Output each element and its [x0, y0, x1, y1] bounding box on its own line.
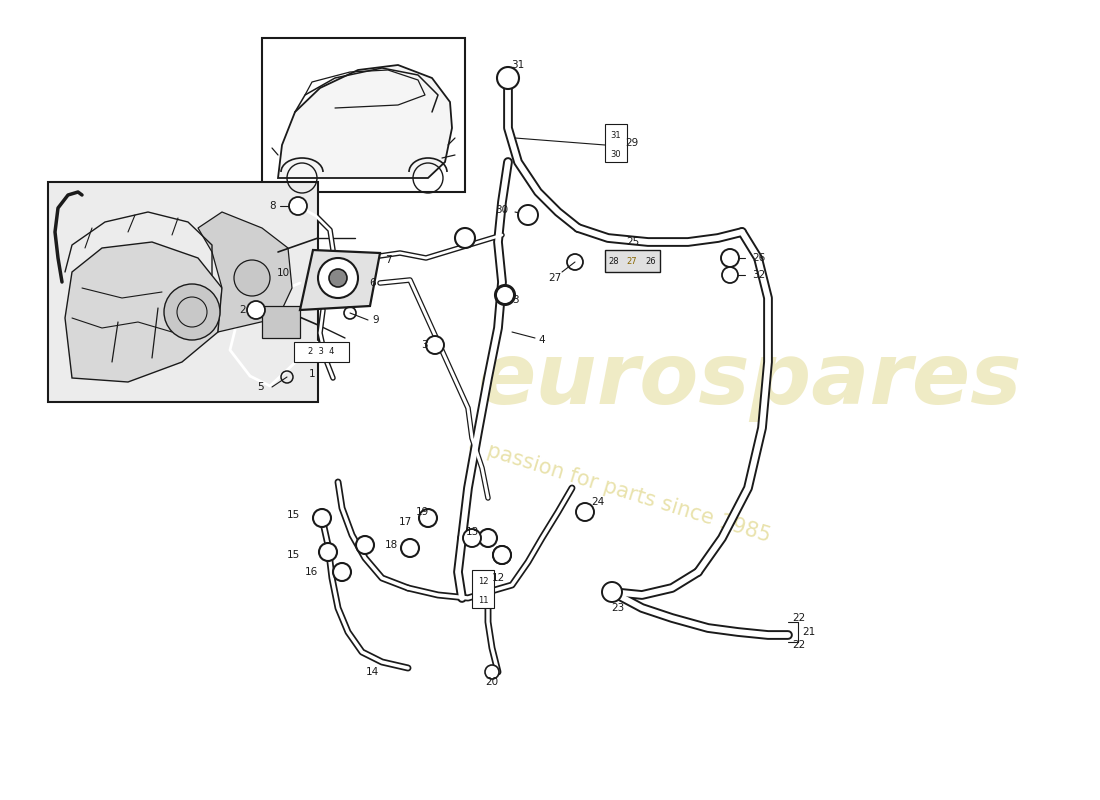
Text: 31: 31: [610, 131, 621, 140]
Circle shape: [289, 197, 307, 215]
Text: 16: 16: [305, 567, 318, 577]
Circle shape: [602, 582, 621, 602]
Circle shape: [493, 546, 512, 564]
Text: 2  3  4: 2 3 4: [308, 347, 334, 357]
Text: 29: 29: [626, 138, 639, 148]
Bar: [48, 182, 318, 402]
Circle shape: [356, 536, 374, 554]
Text: 10: 10: [276, 268, 289, 278]
Text: 20: 20: [485, 677, 498, 687]
Circle shape: [576, 503, 594, 521]
Text: 11: 11: [477, 596, 488, 605]
Circle shape: [518, 205, 538, 225]
Text: 3: 3: [421, 340, 428, 350]
Text: 22: 22: [792, 613, 805, 623]
Text: 27: 27: [549, 273, 562, 283]
Text: 24: 24: [592, 497, 605, 507]
Text: 1: 1: [309, 369, 316, 379]
Bar: [294, 342, 349, 362]
Text: 8: 8: [270, 201, 276, 211]
Polygon shape: [278, 65, 452, 178]
Polygon shape: [65, 242, 222, 382]
Text: 2: 2: [240, 305, 246, 315]
Text: 18: 18: [385, 540, 398, 550]
Text: 32: 32: [752, 270, 766, 280]
Circle shape: [485, 665, 499, 679]
Text: 26: 26: [752, 253, 766, 263]
Polygon shape: [300, 250, 379, 310]
Text: 26: 26: [646, 257, 657, 266]
Text: 21: 21: [802, 627, 815, 637]
Text: 23: 23: [612, 603, 625, 613]
Text: 15: 15: [287, 510, 300, 520]
Circle shape: [496, 286, 514, 304]
Circle shape: [319, 543, 337, 561]
Circle shape: [248, 301, 265, 319]
Text: eurospares: eurospares: [477, 338, 1022, 422]
Text: 12: 12: [477, 577, 488, 586]
Text: 14: 14: [365, 667, 378, 677]
Circle shape: [720, 249, 739, 267]
Text: 5: 5: [257, 382, 264, 392]
Text: 17: 17: [398, 517, 412, 527]
Text: 3: 3: [512, 295, 518, 305]
Bar: [262, 38, 465, 192]
Circle shape: [402, 539, 419, 557]
Text: 12: 12: [492, 573, 505, 583]
Text: 15: 15: [287, 550, 300, 560]
Circle shape: [333, 563, 351, 581]
Bar: [605, 250, 660, 272]
Text: a passion for parts since 1985: a passion for parts since 1985: [466, 434, 773, 546]
Text: 19: 19: [416, 507, 429, 517]
Circle shape: [318, 258, 358, 298]
Text: 30: 30: [610, 150, 621, 159]
Circle shape: [419, 509, 437, 527]
Text: 22: 22: [792, 640, 805, 650]
Text: 28: 28: [608, 257, 619, 266]
Circle shape: [495, 285, 515, 305]
Text: 7: 7: [385, 255, 392, 265]
Circle shape: [426, 336, 444, 354]
Text: 13: 13: [465, 527, 478, 537]
Circle shape: [234, 260, 270, 296]
Circle shape: [478, 529, 497, 547]
Circle shape: [493, 546, 512, 564]
Circle shape: [722, 267, 738, 283]
Text: 4: 4: [539, 335, 546, 345]
Circle shape: [314, 509, 331, 527]
Circle shape: [164, 284, 220, 340]
Text: 27: 27: [627, 257, 637, 266]
Circle shape: [455, 228, 475, 248]
Bar: [262, 306, 300, 338]
Circle shape: [463, 529, 481, 547]
Text: 9: 9: [373, 315, 380, 325]
Text: 6: 6: [370, 278, 376, 288]
Text: 31: 31: [512, 60, 525, 70]
Bar: [605, 124, 627, 162]
Circle shape: [497, 67, 519, 89]
Text: 25: 25: [626, 237, 639, 247]
Text: 30: 30: [495, 205, 508, 215]
Circle shape: [329, 269, 346, 287]
Polygon shape: [198, 212, 292, 332]
Bar: [472, 570, 494, 608]
